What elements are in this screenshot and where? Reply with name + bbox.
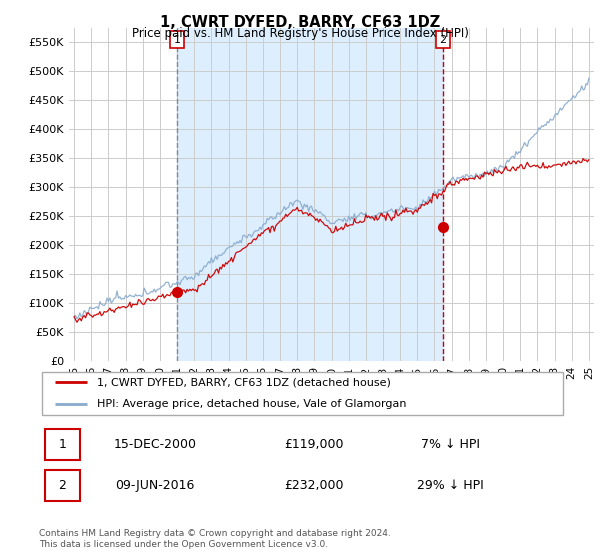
Text: 15-DEC-2000: 15-DEC-2000 [113, 438, 197, 451]
FancyBboxPatch shape [41, 371, 563, 416]
Text: 09-JUN-2016: 09-JUN-2016 [115, 479, 195, 492]
FancyBboxPatch shape [46, 470, 80, 501]
Text: 1, CWRT DYFED, BARRY, CF63 1DZ (detached house): 1, CWRT DYFED, BARRY, CF63 1DZ (detached… [97, 377, 391, 388]
Text: 1: 1 [173, 35, 181, 45]
Bar [177, 28, 443, 361]
Text: 7% ↓ HPI: 7% ↓ HPI [421, 438, 481, 451]
Text: 29% ↓ HPI: 29% ↓ HPI [418, 479, 484, 492]
Text: 1, CWRT DYFED, BARRY, CF63 1DZ: 1, CWRT DYFED, BARRY, CF63 1DZ [160, 15, 440, 30]
FancyBboxPatch shape [46, 429, 80, 460]
Text: 2: 2 [439, 35, 446, 45]
Text: 2: 2 [59, 479, 67, 492]
Text: Price paid vs. HM Land Registry's House Price Index (HPI): Price paid vs. HM Land Registry's House … [131, 27, 469, 40]
Text: £119,000: £119,000 [284, 438, 343, 451]
Text: 1: 1 [59, 438, 67, 451]
Text: £232,000: £232,000 [284, 479, 343, 492]
Text: Contains HM Land Registry data © Crown copyright and database right 2024.
This d: Contains HM Land Registry data © Crown c… [39, 529, 391, 549]
Text: HPI: Average price, detached house, Vale of Glamorgan: HPI: Average price, detached house, Vale… [97, 399, 407, 409]
